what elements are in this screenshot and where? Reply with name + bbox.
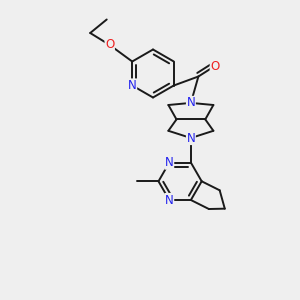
Text: N: N [165,156,174,169]
Text: N: N [187,96,195,110]
Text: O: O [105,38,114,52]
Text: N: N [128,79,136,92]
Text: N: N [165,194,174,206]
Text: N: N [187,131,195,145]
Text: O: O [210,59,220,73]
